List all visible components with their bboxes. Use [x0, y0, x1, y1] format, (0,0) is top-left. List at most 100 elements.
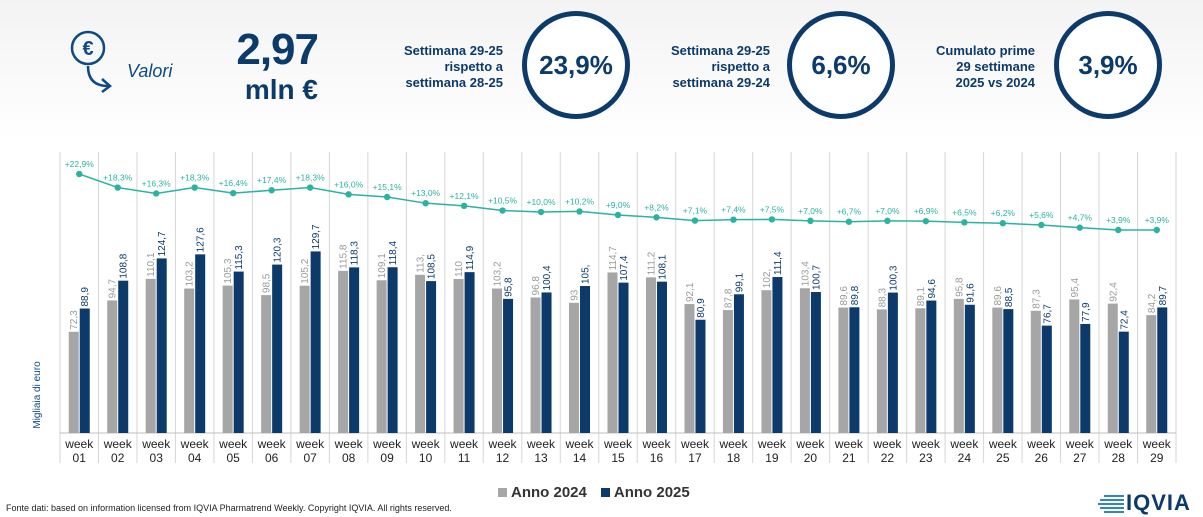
x-tick-label: week	[64, 437, 94, 451]
value-label-2024: 92,4	[1108, 282, 1119, 302]
growth-label: +16,4%	[219, 178, 249, 188]
x-tick-label-number: 17	[688, 451, 702, 465]
growth-point	[730, 216, 737, 223]
growth-label: +7,4%	[721, 205, 746, 215]
bar-anno-2024	[1107, 303, 1118, 433]
growth-label: +13,0%	[411, 188, 441, 198]
x-tick-label-number: 06	[265, 451, 279, 465]
bar-anno-2025	[849, 307, 860, 433]
value-label-2024: 109,1	[377, 253, 388, 278]
source-note: Fonte dati: based on information license…	[6, 503, 452, 513]
value-label-2025: 100,4	[542, 265, 553, 290]
x-tick-label: week	[1103, 437, 1133, 451]
growth-point	[884, 217, 891, 225]
bar-anno-2025	[503, 298, 514, 433]
total-value: 2,97	[236, 25, 319, 74]
x-tick-label: week	[565, 437, 595, 451]
growth-label: +6,7%	[837, 207, 862, 217]
kpi-label-week-vs-year: Settimana 29-25 rispetto a settimana 29-…	[671, 43, 770, 90]
x-tick-label: week	[1026, 437, 1056, 451]
value-label-2024: 89,1	[916, 286, 927, 306]
value-label-2024: 105,3	[223, 258, 234, 283]
bar-anno-2025	[810, 292, 821, 433]
value-label-2024: 89,6	[839, 286, 850, 306]
growth-label: +7,5%	[760, 204, 785, 214]
x-tick-label-number: 02	[111, 451, 125, 465]
bar-anno-2024	[722, 310, 733, 433]
growth-point	[383, 193, 391, 201]
growth-label: +4,7%	[1068, 213, 1093, 223]
bar-anno-2024	[145, 278, 156, 433]
x-tick-label: week	[526, 437, 556, 451]
bar-anno-2024	[876, 309, 887, 433]
x-tick-label-number: 28	[1112, 451, 1126, 465]
bar-anno-2024	[299, 285, 310, 433]
bar-anno-2025	[1003, 309, 1014, 433]
growth-label: +7,1%	[683, 206, 708, 216]
growth-point	[1076, 224, 1083, 231]
bar-anno-2024	[68, 331, 79, 433]
value-label-2024: 87,3	[1031, 289, 1042, 309]
growth-label: +16,0%	[334, 179, 364, 189]
value-label-2024: 72,3	[69, 310, 80, 330]
iqvia-logo-icon	[1098, 495, 1124, 513]
bar-anno-2025	[887, 292, 898, 433]
x-tick-label: week	[488, 437, 518, 451]
value-label-2024: 113,	[416, 254, 427, 273]
value-label-2024: 115,8	[339, 244, 350, 269]
kpi-label-cumulative: Cumulato prime 29 settimane 2025 vs 2024	[936, 43, 1035, 90]
x-tick-label: week	[1142, 437, 1172, 451]
bar-anno-2025	[733, 294, 744, 433]
growth-point	[153, 190, 160, 197]
value-label-2025: 72,4	[1119, 310, 1130, 330]
bar-anno-2025	[118, 280, 129, 433]
growth-label: +9,0%	[606, 200, 631, 210]
value-label-2025: 89,7	[1158, 286, 1169, 306]
growth-label: +17,4%	[257, 175, 287, 185]
growth-label: +18,3%	[103, 173, 133, 183]
growth-label: +10,0%	[526, 197, 556, 207]
value-label-2025: 108,5	[427, 254, 438, 279]
bar-anno-2024	[645, 277, 656, 433]
value-label-2025: 95,8	[504, 277, 515, 297]
x-tick-label-number: 01	[73, 451, 87, 465]
value-label-2024: 89,6	[993, 286, 1004, 306]
bar-anno-2025	[426, 281, 437, 433]
value-label-2025: 88,9	[80, 287, 91, 307]
bar-anno-2024	[569, 302, 580, 433]
growth-label: +7,0%	[875, 206, 900, 216]
x-tick-label-number: 12	[496, 451, 510, 465]
value-label-2025: 111,4	[773, 251, 784, 275]
x-tick-label: week	[988, 437, 1018, 451]
legend-swatch-2025	[600, 488, 610, 497]
bar-anno-2025	[772, 277, 783, 433]
growth-point	[76, 170, 83, 178]
value-label-2025: 120,3	[273, 237, 284, 262]
weekly-values-chart: Migliaia di euro +22,9%72,388,9week01+18…	[32, 152, 1177, 465]
x-tick-label: week	[103, 437, 133, 451]
legend-swatch-2024	[498, 488, 507, 497]
svg-text:€: €	[82, 38, 93, 60]
growth-label: +10,2%	[565, 196, 595, 206]
x-tick-label-number: 03	[150, 451, 164, 465]
x-tick-label-number: 21	[842, 451, 856, 465]
value-label-2025: 114,9	[465, 245, 476, 270]
value-label-2024: 98,5	[262, 273, 273, 293]
bar-anno-2024	[1146, 315, 1157, 433]
growth-label: +18,3%	[296, 173, 326, 183]
growth-label: +5,6%	[1029, 210, 1054, 220]
kpi-circle-week-vs-year: 6,6%	[787, 11, 895, 119]
bar-anno-2024	[915, 308, 926, 433]
value-label-2024: 95,4	[1070, 278, 1081, 298]
value-label-2024: 105,2	[300, 258, 311, 283]
value-label-2024: 92,1	[685, 282, 696, 302]
bar-anno-2024	[261, 295, 272, 433]
growth-label: +16,3%	[142, 178, 172, 188]
bar-anno-2025	[1041, 325, 1052, 433]
bar-anno-2024	[184, 288, 195, 433]
x-tick-label: week	[180, 437, 210, 451]
x-tick-label: week	[834, 437, 864, 451]
bar-anno-2025	[195, 254, 206, 433]
bar-anno-2024	[761, 290, 772, 433]
x-tick-label: week	[641, 437, 671, 451]
